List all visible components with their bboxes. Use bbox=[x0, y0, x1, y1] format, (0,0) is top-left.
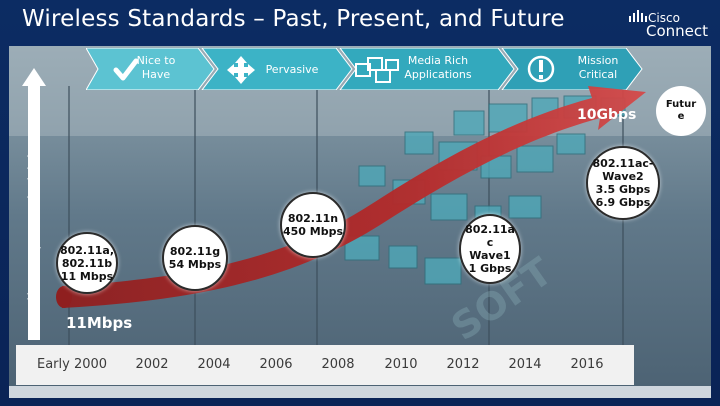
x-axis-band bbox=[16, 345, 634, 385]
logo-connect-text: Connect bbox=[646, 22, 709, 40]
x-tick-early-2000: Early 2000 bbox=[36, 357, 108, 372]
x-tick-2006: 2006 bbox=[259, 357, 293, 372]
alert-icon bbox=[527, 55, 555, 83]
logo-cisco-text: Cisco bbox=[648, 11, 680, 25]
x-tick-2016: 2016 bbox=[570, 357, 604, 372]
standard-bubble-80211n: 802.11n 450 Mbps bbox=[280, 192, 346, 258]
x-tick-2012: 2012 bbox=[446, 357, 480, 372]
rate-start-label: 11Mbps bbox=[66, 314, 133, 332]
arrows-icon bbox=[227, 56, 255, 84]
x-tick-2002: 2002 bbox=[135, 357, 169, 372]
footer-band bbox=[9, 386, 711, 398]
slide-title: Wireless Standards – Past, Present, and … bbox=[22, 6, 565, 32]
y-axis-arrow bbox=[22, 68, 46, 340]
standard-bubble-80211ab: 802.11a, 802.11b 11 Mbps bbox=[56, 232, 118, 294]
stage-label-media-rich-1: Media Rich bbox=[408, 54, 468, 67]
x-tick-2010: 2010 bbox=[384, 357, 418, 372]
rate-end-label: 10Gbps bbox=[577, 107, 637, 123]
stage-label-mission-critical-1: Mission bbox=[578, 54, 619, 67]
x-tick-2014: 2014 bbox=[508, 357, 542, 372]
cisco-connect-logo: Cisco Connect bbox=[628, 10, 712, 46]
stage-label-pervasive: Pervasive bbox=[266, 63, 319, 76]
x-tick-2008: 2008 bbox=[321, 357, 355, 372]
stage-label-nice-to-have-1: Nice to bbox=[137, 54, 176, 67]
stage-label-mission-critical-2: Critical bbox=[579, 68, 617, 81]
future-bubble: Futur e bbox=[656, 86, 706, 136]
x-tick-2004: 2004 bbox=[197, 357, 231, 372]
checkmark-icon bbox=[113, 58, 139, 81]
standard-bubble-80211ac-wave1: 802.11a c Wave1 1 Gbps bbox=[459, 214, 521, 284]
cisco-bars-icon bbox=[629, 10, 647, 22]
stage-label-media-rich-2: Applications bbox=[404, 68, 471, 81]
adoption-banner: Nice to Have Pervasive Media Rich Applic… bbox=[86, 48, 643, 90]
standard-bubble-80211g: 802.11g 54 Mbps bbox=[162, 225, 228, 291]
standard-bubble-80211ac-wave2: 802.11ac- Wave2 3.5 Gbps 6.9 Gbps bbox=[586, 146, 660, 220]
windows-icon bbox=[355, 57, 399, 83]
stage-label-nice-to-have-2: Have bbox=[142, 68, 171, 81]
